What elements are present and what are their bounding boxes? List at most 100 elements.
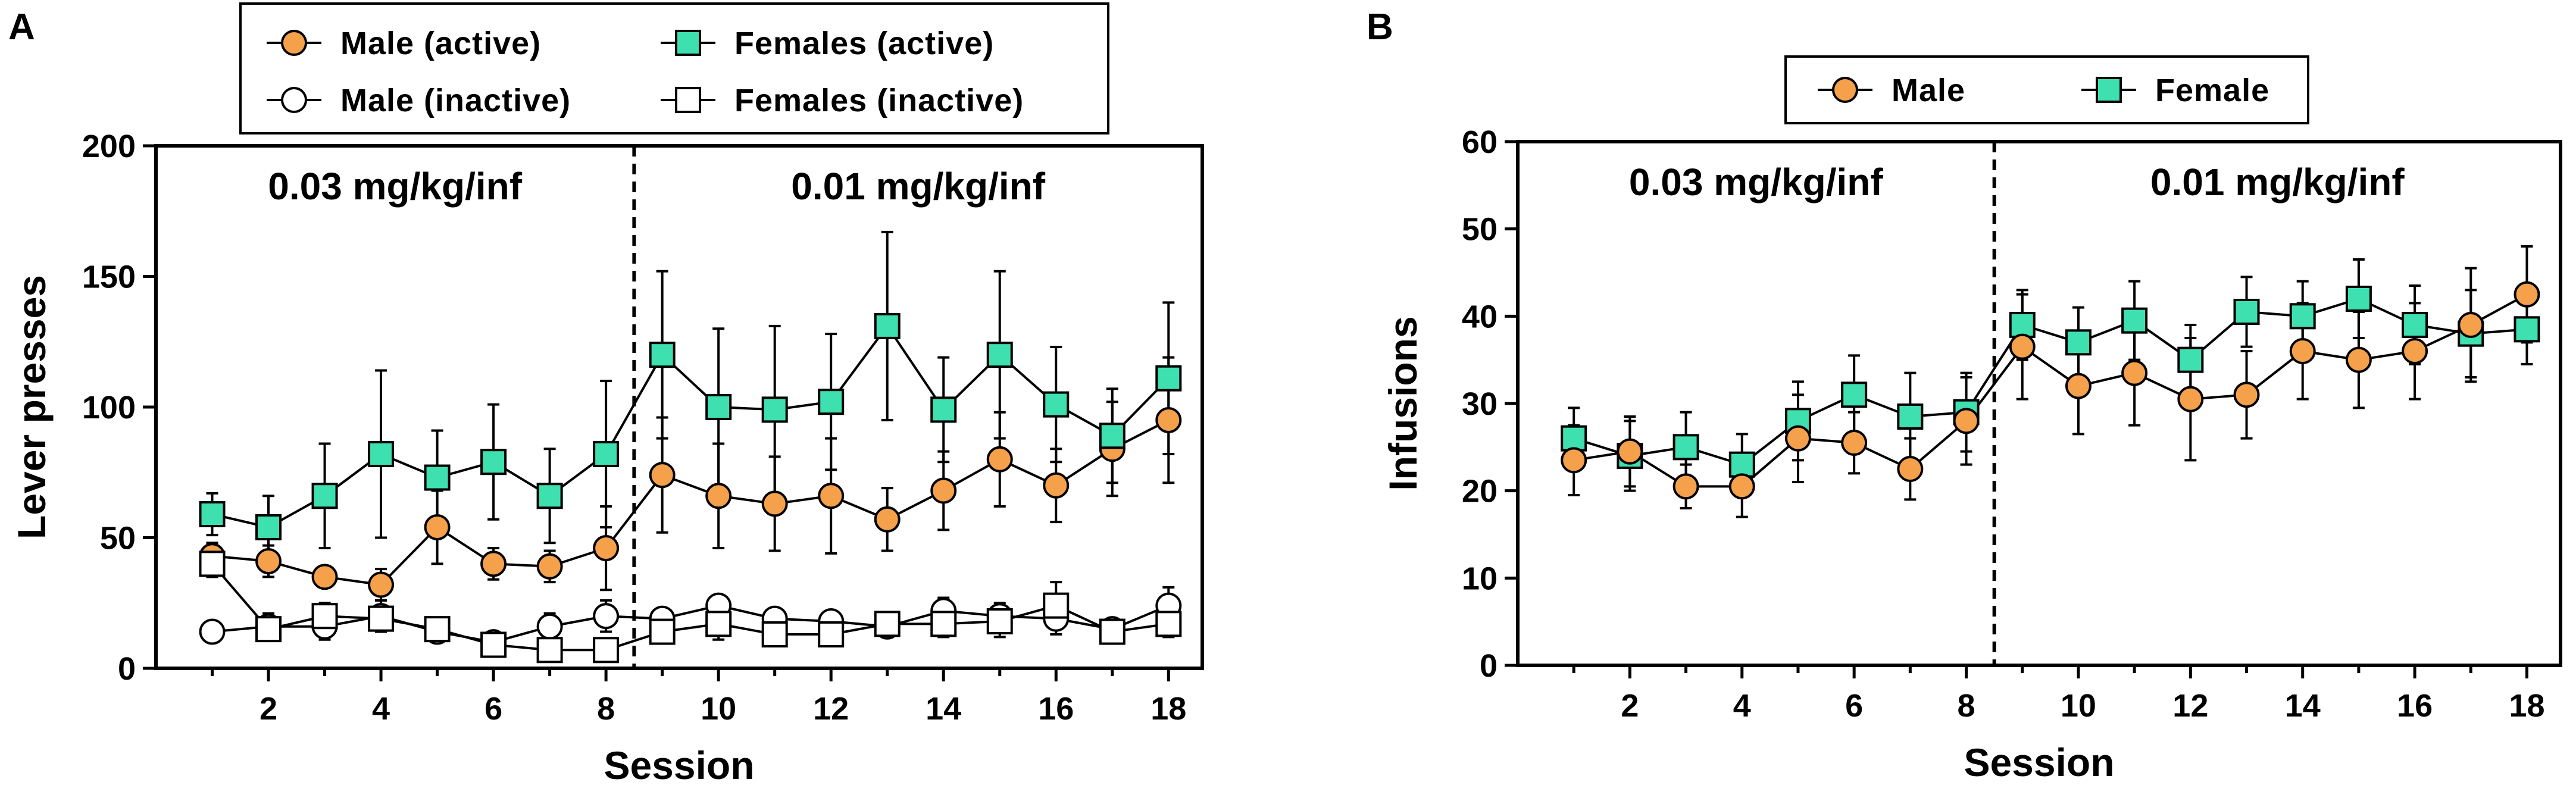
data-point: [1672, 434, 1699, 461]
data-point: [1155, 365, 1182, 392]
data-point: [593, 535, 620, 562]
data-point: [1672, 473, 1699, 500]
data-point: [818, 483, 845, 509]
data-point: [480, 550, 507, 577]
x-axis-title: Session: [604, 743, 754, 787]
x-tick-label: 2: [260, 691, 277, 727]
y-tick-label: 0: [1480, 648, 1498, 684]
data-point: [1561, 425, 1587, 452]
x-tick-label: 10: [2061, 688, 2096, 724]
legend-item-male-inactive: Male (inactive): [267, 83, 571, 118]
data-point: [1841, 381, 1868, 408]
x-tick-label: 18: [1151, 691, 1186, 727]
legend-marker: [1832, 77, 1858, 103]
data-point: [424, 464, 451, 491]
data-point: [593, 441, 620, 468]
dose-label-high: 0.03 mg/kg/inf: [1629, 161, 1883, 204]
data-point: [986, 608, 1013, 634]
series-line-females-active: [212, 324, 1170, 529]
legend-item-male-active: Male (active): [267, 26, 541, 61]
y-axis-title: Infusions: [1381, 316, 1425, 490]
data-point: [2458, 312, 2484, 338]
x-tick-label: 18: [2509, 688, 2544, 724]
data-point: [874, 312, 901, 339]
x-tick-label: 4: [372, 691, 390, 727]
data-point: [1043, 592, 1070, 619]
data-point: [1155, 611, 1182, 637]
dose-label-high: 0.03 mg/kg/inf: [268, 165, 522, 208]
x-tick-label: 14: [926, 691, 961, 727]
data-point: [2514, 316, 2540, 343]
data-point: [2065, 329, 2092, 356]
data-point: [986, 446, 1013, 473]
x-tick-label: 4: [1733, 688, 1751, 724]
legend-marker: [675, 87, 701, 113]
data-point: [649, 618, 676, 645]
data-point: [1043, 391, 1070, 418]
y-tick-label: 50: [100, 521, 136, 556]
data-point: [255, 514, 282, 540]
series-line-male-active: [212, 419, 1170, 586]
data-point: [593, 603, 620, 630]
legend-item-female: Female: [2081, 73, 2269, 108]
data-point: [2345, 286, 2372, 312]
y-tick-label: 40: [1462, 299, 1498, 334]
x-tick-label: 12: [813, 691, 849, 727]
data-point: [536, 637, 563, 664]
data-point: [649, 342, 676, 368]
data-point: [761, 396, 788, 423]
data-point: [368, 605, 395, 632]
data-point: [593, 637, 620, 664]
data-point: [705, 394, 732, 420]
data-point: [705, 611, 732, 637]
series-line-females-inactive: [211, 563, 1169, 652]
data-point: [2514, 281, 2540, 308]
data-point: [424, 616, 451, 643]
data-point: [2289, 338, 2316, 364]
x-tick-label: 14: [2285, 688, 2321, 724]
data-point: [1841, 430, 1868, 456]
data-point: [2345, 346, 2372, 373]
data-point: [368, 441, 395, 468]
data-point: [1561, 447, 1587, 474]
data-point: [1728, 451, 1755, 478]
data-point: [1953, 408, 1980, 434]
data-point: [2177, 386, 2204, 412]
legend-label: Male (active): [340, 26, 541, 61]
series-errorbars-females-active: [206, 230, 1175, 560]
data-point: [2009, 333, 2036, 360]
data-point: [1155, 406, 1182, 433]
data-point: [1897, 456, 1924, 482]
data-point: [1897, 403, 1924, 430]
y-tick-label: 150: [82, 259, 136, 295]
y-tick-label: 0: [118, 651, 136, 687]
x-tick-label: 10: [701, 691, 736, 727]
data-point: [1784, 425, 1811, 452]
data-point: [930, 477, 957, 504]
series-line-male-inactive: [212, 604, 1170, 644]
data-point: [2402, 338, 2428, 364]
legend-item-females-inactive: Females (inactive): [661, 83, 1024, 118]
legend-label: Females (inactive): [734, 83, 1024, 118]
legend-label: Female: [2155, 73, 2269, 108]
data-point: [311, 483, 338, 509]
data-point: [199, 500, 226, 527]
chart-panel-a: 0 50 100 150 200 2 4 6 8 10 12 14 16 18 Session Lever p…: [10, 2, 1204, 787]
data-point: [930, 611, 957, 637]
panel-letter-a: A: [8, 7, 35, 48]
data-point: [311, 603, 338, 630]
x-tick-label: 8: [597, 691, 615, 727]
data-point: [536, 483, 563, 509]
dose-label-low: 0.01 mg/kg/inf: [2150, 161, 2405, 204]
data-point: [818, 389, 845, 415]
x-tick-label: 6: [484, 691, 502, 727]
series-points-females-active: [199, 312, 1182, 540]
data-point: [649, 462, 676, 489]
data-point: [368, 571, 395, 598]
data-point: [1043, 472, 1070, 499]
x-tick-label: 12: [2172, 688, 2208, 724]
series-errorbars-male-inactive: [206, 586, 1175, 652]
legend-label: Male (inactive): [340, 83, 571, 118]
x-tick-label: 16: [2397, 688, 2433, 724]
data-point: [2402, 312, 2428, 338]
